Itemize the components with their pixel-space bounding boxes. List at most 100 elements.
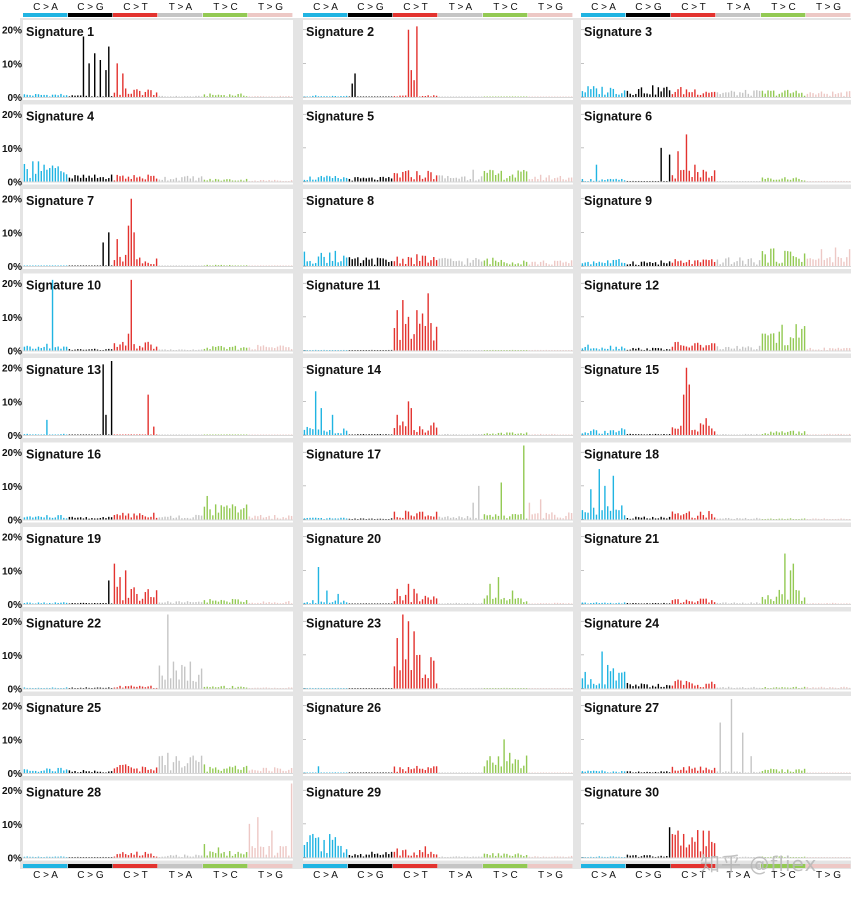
bar-6-15 xyxy=(621,178,623,182)
bar-26-81 xyxy=(528,772,531,773)
bar-9-16 xyxy=(623,262,626,266)
bar-16-14 xyxy=(60,515,62,520)
bar-1-54 xyxy=(172,96,175,97)
bar-11-32 xyxy=(390,349,393,351)
bar-12-47 xyxy=(711,343,713,351)
bar-12-93 xyxy=(840,348,842,351)
bar-6-82 xyxy=(809,181,811,182)
bar-20-47 xyxy=(433,596,435,604)
bar-26-77 xyxy=(517,759,519,773)
bar-15-85 xyxy=(817,434,820,435)
bar-8-27 xyxy=(376,257,379,266)
bar-12-1 xyxy=(581,348,584,351)
category-bar-bottom-2-2 xyxy=(348,864,393,868)
bar-30-61 xyxy=(750,857,752,858)
bar-1-79 xyxy=(243,95,245,97)
bar-14-73 xyxy=(506,432,508,435)
bar-13-9 xyxy=(46,419,48,435)
bar-2-85 xyxy=(539,96,542,97)
bar-19-81 xyxy=(248,602,251,604)
bar-7-29 xyxy=(102,242,104,266)
category-bar-top-3-3 xyxy=(671,13,716,17)
bar-3-53 xyxy=(727,92,730,97)
bar-6-80 xyxy=(803,180,806,182)
bar-22-14 xyxy=(60,688,62,689)
bar-4-2 xyxy=(26,169,28,182)
bar-13-31 xyxy=(108,434,110,435)
bar-14-95 xyxy=(568,434,570,435)
bar-24-75 xyxy=(789,687,792,689)
bar-3-12 xyxy=(612,88,615,97)
bar-16-1 xyxy=(23,517,26,520)
bar-24-26 xyxy=(652,685,654,689)
bar-15-61 xyxy=(750,434,752,435)
bar-15-5 xyxy=(592,429,595,435)
bar-16-94 xyxy=(285,517,287,520)
bar-29-70 xyxy=(497,853,500,858)
category-label-top-1-4: T > A xyxy=(169,2,193,13)
bar-23-89 xyxy=(551,688,553,689)
bar-27-44 xyxy=(702,770,705,773)
bar-30-8 xyxy=(601,856,603,858)
bar-24-11 xyxy=(609,671,612,689)
bar-21-19 xyxy=(632,603,634,604)
bar-11-34 xyxy=(396,310,398,351)
bar-22-89 xyxy=(271,688,273,689)
bar-17-83 xyxy=(534,513,536,520)
bar-7-21 xyxy=(79,265,82,266)
bar-8-68 xyxy=(492,257,494,266)
bar-8-38 xyxy=(407,256,410,266)
bar-6-19 xyxy=(632,180,634,182)
bar-25-77 xyxy=(237,769,239,773)
bar-15-3 xyxy=(587,433,589,435)
bar-20-7 xyxy=(320,601,322,604)
bar-19-59 xyxy=(186,601,189,604)
bar-19-56 xyxy=(178,601,180,604)
bar-10-10 xyxy=(49,348,51,351)
bar-24-37 xyxy=(682,684,685,689)
bar-11-2 xyxy=(306,350,308,351)
bar-26-47 xyxy=(433,766,435,773)
bar-19-37 xyxy=(124,570,127,604)
bar-5-74 xyxy=(509,175,511,182)
bar-20-20 xyxy=(357,603,359,604)
bar-24-5 xyxy=(592,683,595,689)
bar-4-38 xyxy=(127,176,130,182)
bar-21-14 xyxy=(618,602,620,604)
bar-3-61 xyxy=(750,95,752,97)
bar-24-33 xyxy=(671,685,674,689)
signature-title-4: Signature 4 xyxy=(26,110,94,124)
bar-18-11 xyxy=(609,510,612,520)
bar-20-66 xyxy=(486,595,488,604)
bar-30-5 xyxy=(592,857,595,858)
bar-10-36 xyxy=(122,341,124,351)
bar-9-43 xyxy=(699,262,702,266)
bar-22-43 xyxy=(141,686,144,689)
bar-13-46 xyxy=(150,434,152,435)
bar-23-69 xyxy=(494,688,497,689)
bar-10-51 xyxy=(164,349,166,351)
bar-16-41 xyxy=(136,515,138,520)
bar-15-39 xyxy=(688,384,690,435)
bar-20-72 xyxy=(503,597,505,604)
bar-12-8 xyxy=(601,347,603,351)
bar-15-12 xyxy=(612,430,615,435)
bar-4-89 xyxy=(271,180,273,182)
bar-24-93 xyxy=(840,687,842,689)
bar-29-58 xyxy=(464,856,466,858)
bar-27-85 xyxy=(817,772,820,773)
bar-12-31 xyxy=(666,349,668,351)
bar-9-42 xyxy=(697,260,699,266)
bar-29-67 xyxy=(489,855,491,858)
bar-21-60 xyxy=(747,603,750,604)
bar-15-35 xyxy=(677,428,679,435)
y-tick-19-10pct: 10% xyxy=(2,566,22,577)
bar-14-12 xyxy=(334,433,337,435)
bar-20-4 xyxy=(312,600,314,604)
bar-10-33 xyxy=(113,343,116,351)
bar-5-40 xyxy=(413,179,415,182)
bar-8-33 xyxy=(393,261,396,266)
bar-15-58 xyxy=(742,434,744,435)
signature-title-14: Signature 14 xyxy=(306,363,381,377)
bar-27-23 xyxy=(643,772,645,773)
